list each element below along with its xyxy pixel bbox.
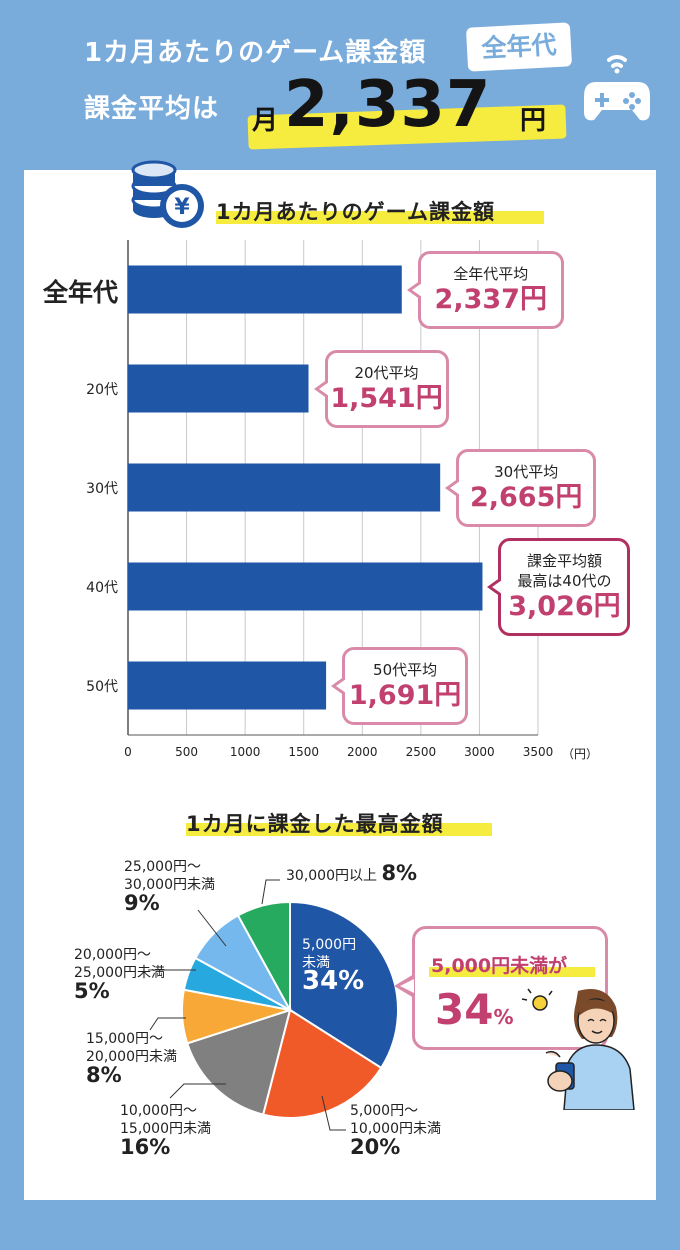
bar-callout-text: 50代平均: [373, 660, 438, 679]
pie-slice-label: 5,000円 未満 34%: [302, 936, 365, 996]
bar-chart-title: 1カ月あたりのゲーム課金額: [216, 200, 495, 224]
pie-slice-label: 5,000円～ 10,000円未満 20%: [350, 1102, 441, 1159]
bar-callout-value: 2,337円: [434, 283, 547, 315]
bar: [128, 364, 309, 413]
bar-callout-tail-inner: [336, 678, 347, 693]
bar-callout-tail-inner: [318, 381, 329, 396]
bar-callout: 30代平均 2,665円: [445, 448, 597, 527]
header: 1カ月あたりのゲーム課金額 全年代 課金平均は 月 2,337 円: [0, 0, 680, 160]
header-title: 1カ月あたりのゲーム課金額: [84, 38, 427, 68]
category-label: 40代: [86, 579, 118, 596]
pie-callout-highlight: [429, 967, 595, 977]
bar-chart-title-highlight: [216, 211, 544, 224]
bar-callout-tail-inner: [492, 579, 503, 594]
bar-callout-tail-inner: [411, 282, 422, 297]
gamepad-icon: [584, 55, 650, 121]
pie-callout-unit: %: [493, 1005, 514, 1029]
x-tick-label: 3000: [464, 745, 495, 759]
pie-slice-label-text: 20,000円～ 25,000円未満: [74, 947, 165, 981]
pie-callout-tail-inner: [400, 979, 414, 993]
pie-slice-pct: 5%: [74, 979, 110, 1003]
pie-slice-label-text: 5,000円 未満: [302, 937, 357, 971]
category-label: 30代: [86, 480, 118, 497]
bar-chart-title-wrap: 1カ月あたりのゲーム課金額: [216, 196, 544, 226]
pie-leader-line: [261, 879, 280, 905]
pie-slice-pct: 34%: [302, 966, 365, 996]
pie-leader-line: [321, 1095, 346, 1131]
bar-callout: 課金平均額 最高は40代の 3,026円: [487, 537, 631, 636]
bar-callout-value: 1,691円: [348, 679, 462, 711]
pie-slice-label: 25,000円～ 30,000円未満 9%: [124, 858, 215, 915]
pie-slice-label: 15,000円～ 20,000円未満 8%: [86, 1030, 177, 1087]
person-with-phone-icon: [521, 988, 635, 1110]
pie-slice: [186, 1008, 292, 1116]
pie-slice: [236, 900, 291, 1011]
svg-text:¥: ¥: [174, 195, 190, 220]
bar-callout-text: 全年代平均: [453, 264, 529, 283]
x-tick-label: 2000: [347, 745, 378, 759]
bar-callout-text: 課金平均額 最高は40代の: [517, 551, 612, 590]
coin-stack-icon: ¥: [131, 160, 204, 228]
pie-callout: 5,000円未満が 34%: [412, 926, 608, 1050]
header-subtitle: 課金平均は: [84, 94, 220, 124]
pie-chart-title-wrap: 1カ月に課金した最高金額: [186, 808, 492, 838]
bar-callout-text: 20代平均: [354, 363, 419, 382]
pie-leader-line: [169, 1083, 226, 1099]
bar-callout: 全年代平均 2,337円: [406, 250, 564, 329]
x-tick-label: 1000: [229, 745, 261, 759]
pie-chart-title-highlight: [186, 823, 492, 836]
category-label: 50代: [86, 678, 118, 695]
pie-slice-pct: 20%: [350, 1135, 401, 1159]
bar: [128, 463, 441, 512]
pie-slice-pct: 16%: [120, 1135, 171, 1159]
pie-slice-label: 30,000円以上 8%: [286, 861, 418, 885]
bar-callout: 20代平均 1,541円: [313, 349, 449, 428]
pie-slice-label: 10,000円～ 15,000円未満 16%: [120, 1102, 211, 1159]
pie-leader-line: [197, 909, 227, 947]
bar-callout: 50代平均 1,691円: [331, 646, 469, 725]
pie-callout-text: 5,000円未満が: [431, 955, 568, 977]
pie-slice-label-text: 5,000円～ 10,000円未満: [350, 1103, 441, 1137]
pie-slice-label-text: 10,000円～ 15,000円未満: [120, 1103, 211, 1137]
x-tick-label: 500: [175, 745, 199, 759]
pie-slice: [261, 1008, 383, 1119]
x-axis-unit: （円）: [562, 747, 599, 761]
pie-slice-pct: 9%: [124, 891, 160, 915]
pie-callout-value: 34%: [435, 985, 514, 1034]
pie-callout-number: 34: [435, 985, 494, 1034]
x-tick-label: 2500: [405, 745, 437, 759]
bar-callout-value: 3,026円: [508, 590, 621, 622]
x-tick-label: 3500: [522, 745, 554, 759]
bar-callout-text: 30代平均: [494, 462, 559, 481]
category-label: 全年代: [42, 277, 118, 307]
bar: [128, 661, 327, 710]
header-amount-suffix: 円: [520, 106, 547, 136]
bar-callout-value: 2,665円: [469, 481, 583, 513]
pie-chart-title: 1カ月に課金した最高金額: [186, 812, 444, 836]
pie-slice-label-text: 15,000円～ 20,000円未満: [86, 1031, 177, 1065]
category-label: 20代: [86, 381, 118, 398]
header-amount: 2,337: [284, 68, 492, 142]
x-tick-label: 0: [124, 745, 132, 759]
pie-slice-pct: 8%: [381, 861, 418, 885]
bar-callout-tail-inner: [450, 480, 461, 495]
x-tick-label: 1500: [288, 745, 319, 759]
bar: [128, 265, 402, 314]
bar: [128, 562, 483, 611]
pie-leader-line: [149, 1017, 186, 1031]
pie-slice-label-text: 25,000円～ 30,000円未満: [124, 859, 215, 893]
pie-slice-pct: 8%: [86, 1063, 122, 1087]
pie-slice-label: 20,000円～ 25,000円未満 5%: [74, 946, 165, 1003]
pie-slice-label-text: 30,000円以上: [286, 868, 382, 884]
header-amount-prefix: 月: [252, 106, 279, 136]
bar-callout-value: 1,541円: [330, 382, 443, 414]
